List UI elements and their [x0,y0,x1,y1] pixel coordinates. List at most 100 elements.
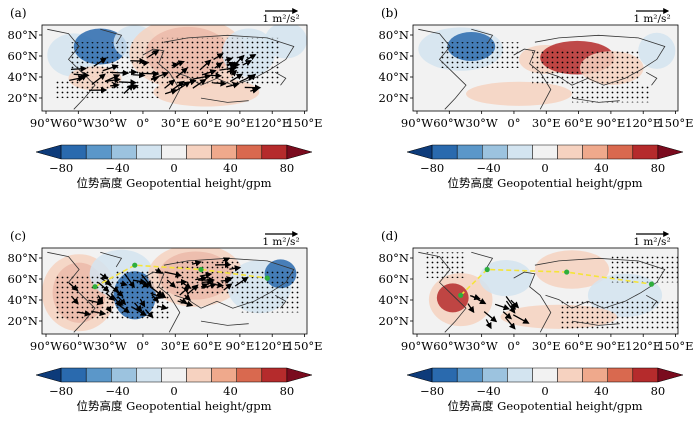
map-frame [412,247,679,335]
wave-flux-arrow [123,84,134,94]
lon-label: 60°W [433,339,465,353]
wave-flux-arrow [191,260,202,267]
significance-stipple [68,42,162,77]
wave-flux-arrow [93,57,107,67]
significance-stipple [439,42,519,68]
lat-label: 20°N [379,91,409,105]
colorbar-segment [85,144,112,160]
map-frame [412,24,679,112]
wave-flux-arrow [213,53,224,61]
map-content [418,27,676,110]
lat-label: 80°N [379,28,409,42]
significance-stipple [611,256,678,283]
wave-flux-arrow [97,281,110,292]
lon-label: 30°E [161,116,190,130]
coastline [513,48,552,110]
lon-label: 30°E [161,339,190,353]
coastline [571,320,620,326]
colorbar-segment [532,367,558,383]
lat-label: 20°N [8,314,38,328]
colorbar-label: 位势高度 Geopotential height/gpm [77,399,272,413]
wave-flux-arrow [505,295,516,310]
wave-flux-arrow [134,302,143,312]
coastline [513,271,552,333]
colorbar-tick: 0 [541,161,548,175]
colorbar-segment [632,367,659,383]
colorbar-segment [582,144,608,160]
colorbar-segment [111,144,137,160]
colorbar-tick: −80 [420,384,444,398]
colorbar-segment [632,144,659,160]
wave-flux-arrow [213,80,227,87]
wave-flux-arrow [226,61,236,68]
colorbar-segment [136,367,162,383]
colorbar-segment [657,367,684,383]
colorbar-tick: 0 [170,161,177,175]
wave-flux-arrow [105,74,121,82]
colorbar-segment [532,144,558,160]
colorbar-tick: 40 [223,161,238,175]
wave-flux-arrow [172,60,185,67]
coastline [471,28,494,45]
colorbar-segment [261,367,288,383]
colorbar-tick: −80 [49,384,73,398]
lon-label: 30°W [466,339,498,353]
coastline [534,257,666,309]
lon-label: 150°E [286,339,322,353]
significance-stipple [161,37,281,86]
wave-flux-arrow [120,280,128,287]
lat-label: 80°N [379,251,409,265]
wave-flux-arrow [242,60,253,67]
colorbar-segment [607,144,634,160]
colorbar-segment [456,367,483,383]
lon-label: 120°E [625,339,661,353]
lon-label: 90°E [226,339,255,353]
wave-train-node [132,262,138,268]
panel-a: 80°N 60°N 40°N 20°N 90°W 60°W 30°W 0° 30°E 60°E 90… [8,6,323,130]
colorbar-tick: 80 [651,384,666,398]
wave-train-path [460,268,652,296]
lon-label: 60°E [564,339,593,353]
coastline [142,271,181,333]
lon-label: 60°E [193,339,222,353]
wave-flux-arrow [139,281,150,288]
wave-flux-arrow [226,82,240,89]
lon-label: 90°E [597,116,626,130]
panel-letter: (d) [381,229,398,243]
lat-label: 40°N [379,70,409,84]
wave-flux-arrow [118,79,137,86]
wave-flux-arrow [504,316,516,330]
colorbar-segment [85,367,112,383]
lon-label: 90°W [401,339,433,353]
reference-vector-label: 1 m²/s² [633,13,670,25]
lat-label: 20°N [8,91,38,105]
significance-stipple [558,299,678,330]
colorbar-segment [507,367,533,383]
anomaly-region [479,260,533,297]
wave-flux-arrow [502,311,513,320]
reference-vector-label: 1 m²/s² [262,236,299,248]
colorbar-tick: 40 [594,384,609,398]
colorbar-segment [236,144,263,160]
wave-flux-arrow [239,74,255,83]
colorbar-tick: −40 [105,161,129,175]
colorbar-tick: −40 [476,161,500,175]
lon-label: 0° [136,116,149,130]
coastline [200,320,249,326]
wave-flux-arrow [91,309,107,317]
wave-flux-arrow [224,56,234,63]
colorbar-tick: 40 [223,384,238,398]
colorbar-segment [507,144,533,160]
wave-flux-arrow [105,305,112,314]
colorbar-label: 位势高度 Geopotential height/gpm [448,176,643,190]
lat-label: 40°N [379,293,409,307]
wave-flux-arrow [469,294,481,301]
wave-flux-arrow [483,311,498,323]
wave-flux-arrow [206,72,223,79]
wave-train-path [94,264,268,288]
wave-train-node [92,284,98,290]
colorbar: −80 −40 0 40 80 位势高度 Geopotential height/gpm [35,144,313,190]
coastline [163,34,295,86]
wave-flux-arrow [183,293,191,301]
colorbar-segment [186,144,212,160]
